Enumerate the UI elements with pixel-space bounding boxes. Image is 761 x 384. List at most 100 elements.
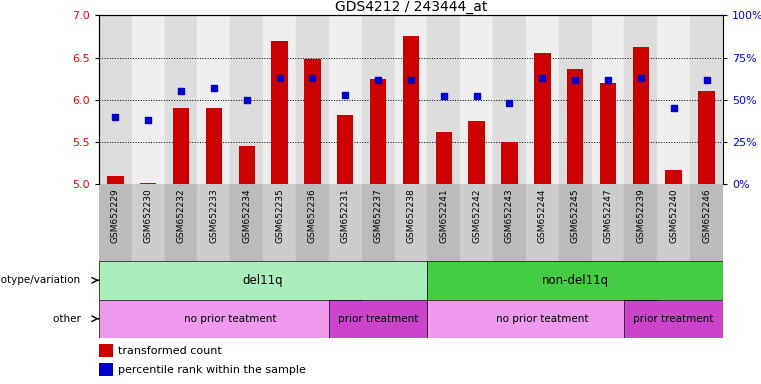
Bar: [493, 15, 526, 184]
Point: [240, 97, 253, 103]
Text: no prior teatment: no prior teatment: [184, 314, 276, 324]
Text: GSM652230: GSM652230: [144, 188, 153, 243]
Text: percentile rank within the sample: percentile rank within the sample: [118, 365, 306, 375]
Point: [110, 114, 122, 120]
Bar: [296, 15, 329, 184]
Text: other: other: [53, 314, 84, 324]
Text: GSM652236: GSM652236: [308, 188, 317, 243]
Bar: [534, 53, 550, 184]
Text: GSM652246: GSM652246: [702, 188, 711, 243]
Bar: [263, 15, 296, 184]
Text: GSM652233: GSM652233: [209, 188, 218, 243]
Bar: [329, 184, 361, 261]
Bar: [625, 15, 658, 184]
Bar: [231, 15, 263, 184]
Text: transformed count: transformed count: [118, 346, 221, 356]
Point: [537, 75, 549, 81]
Point: [405, 76, 417, 83]
Bar: [329, 15, 361, 184]
Text: GSM652247: GSM652247: [603, 188, 613, 243]
Bar: [231, 184, 263, 261]
Bar: [559, 184, 591, 261]
Bar: [559, 15, 591, 184]
Text: GSM652229: GSM652229: [111, 188, 119, 243]
Point: [339, 92, 352, 98]
Bar: [403, 36, 419, 184]
Point: [700, 76, 712, 83]
Bar: [435, 132, 452, 184]
Bar: [600, 83, 616, 184]
Bar: [329, 300, 428, 338]
Bar: [526, 184, 559, 261]
Bar: [337, 115, 353, 184]
Bar: [428, 300, 658, 338]
Bar: [625, 184, 658, 261]
Text: GSM652241: GSM652241: [439, 188, 448, 243]
Bar: [304, 59, 320, 184]
Text: del11q: del11q: [243, 274, 283, 287]
Bar: [99, 261, 428, 300]
Bar: [99, 363, 113, 376]
Text: GSM652240: GSM652240: [669, 188, 678, 243]
Text: GSM652242: GSM652242: [472, 188, 481, 243]
Text: GSM652231: GSM652231: [341, 188, 350, 243]
Text: prior treatment: prior treatment: [338, 314, 419, 324]
Text: non-del11q: non-del11q: [542, 274, 609, 287]
Bar: [699, 91, 715, 184]
Text: GSM652243: GSM652243: [505, 188, 514, 243]
Point: [307, 75, 319, 81]
Bar: [428, 261, 723, 300]
Point: [175, 88, 187, 94]
Bar: [394, 15, 428, 184]
Text: GSM652234: GSM652234: [242, 188, 251, 243]
Point: [208, 85, 220, 91]
Bar: [591, 184, 625, 261]
Bar: [140, 183, 157, 184]
Bar: [99, 344, 113, 357]
Bar: [107, 176, 123, 184]
Bar: [394, 184, 428, 261]
Bar: [263, 184, 296, 261]
Bar: [164, 15, 197, 184]
Bar: [370, 79, 387, 184]
Bar: [665, 170, 682, 184]
Point: [273, 75, 285, 81]
Bar: [132, 15, 164, 184]
Bar: [361, 184, 394, 261]
Bar: [99, 300, 361, 338]
Text: no prior teatment: no prior teatment: [496, 314, 588, 324]
Text: prior treatment: prior treatment: [633, 314, 714, 324]
Point: [569, 76, 581, 83]
Bar: [238, 146, 255, 184]
Bar: [197, 184, 231, 261]
Text: GSM652238: GSM652238: [406, 188, 416, 243]
Text: GSM652237: GSM652237: [374, 188, 383, 243]
Bar: [632, 48, 649, 184]
Point: [635, 75, 647, 81]
Bar: [526, 15, 559, 184]
Bar: [493, 184, 526, 261]
Bar: [658, 184, 690, 261]
Bar: [567, 69, 584, 184]
Bar: [428, 184, 460, 261]
Bar: [361, 15, 394, 184]
Bar: [132, 184, 164, 261]
Text: GSM652244: GSM652244: [538, 188, 547, 243]
Point: [470, 93, 482, 99]
Point: [142, 117, 154, 123]
Point: [372, 76, 384, 83]
Title: GDS4212 / 243444_at: GDS4212 / 243444_at: [335, 0, 487, 14]
Bar: [272, 41, 288, 184]
Bar: [690, 15, 723, 184]
Text: genotype/variation: genotype/variation: [0, 275, 84, 285]
Point: [438, 93, 450, 99]
Bar: [658, 15, 690, 184]
Text: GSM652245: GSM652245: [571, 188, 580, 243]
Text: GSM652239: GSM652239: [636, 188, 645, 243]
Bar: [296, 184, 329, 261]
Bar: [164, 184, 197, 261]
Bar: [460, 184, 493, 261]
Bar: [99, 184, 132, 261]
Bar: [173, 108, 189, 184]
Bar: [501, 142, 517, 184]
